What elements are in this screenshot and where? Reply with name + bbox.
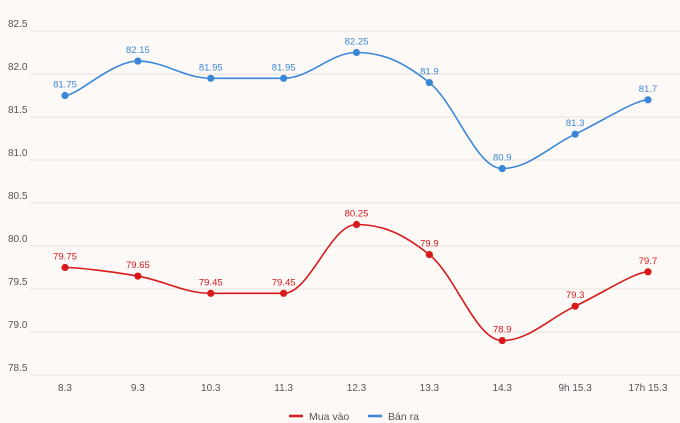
y-tick-label: 80.0 bbox=[8, 234, 28, 245]
data-label: 79.45 bbox=[272, 277, 296, 288]
data-label: 79.3 bbox=[566, 290, 585, 301]
x-tick-label: 13.3 bbox=[420, 383, 440, 394]
data-label: 81.75 bbox=[53, 80, 77, 91]
data-points bbox=[61, 48, 652, 345]
data-point[interactable] bbox=[644, 96, 652, 104]
data-label: 79.7 bbox=[639, 256, 658, 267]
y-tick-label: 81.5 bbox=[8, 105, 28, 116]
data-label: 82.25 bbox=[345, 37, 369, 48]
x-tick-label: 14.3 bbox=[493, 383, 513, 394]
data-point[interactable] bbox=[280, 74, 288, 82]
data-label: 79.45 bbox=[199, 277, 223, 288]
data-label: 79.9 bbox=[420, 239, 439, 250]
data-point[interactable] bbox=[280, 289, 288, 297]
data-point[interactable] bbox=[498, 337, 506, 345]
data-label: 79.65 bbox=[126, 260, 150, 271]
data-point[interactable] bbox=[571, 302, 579, 310]
x-tick-label: 10.3 bbox=[201, 383, 221, 394]
series-lines bbox=[64, 51, 649, 342]
series-line bbox=[64, 51, 649, 170]
data-point[interactable] bbox=[425, 251, 433, 259]
data-point[interactable] bbox=[61, 91, 69, 100]
data-point[interactable] bbox=[61, 263, 69, 272]
x-tick-label: 17h 15.3 bbox=[629, 383, 668, 394]
y-tick-label: 79.0 bbox=[8, 320, 28, 331]
data-label: 81.95 bbox=[199, 62, 223, 73]
y-tick-label: 80.5 bbox=[8, 191, 28, 202]
data-label: 80.25 bbox=[345, 209, 369, 220]
y-tick-label: 81.0 bbox=[8, 148, 28, 159]
data-point[interactable] bbox=[425, 79, 433, 87]
data-point[interactable] bbox=[207, 289, 215, 297]
x-tick-label: 11.3 bbox=[274, 383, 293, 394]
series-line bbox=[64, 223, 649, 342]
x-tick-label: 9h 15.3 bbox=[558, 383, 592, 394]
data-label: 81.95 bbox=[272, 62, 296, 73]
data-point[interactable] bbox=[644, 268, 652, 276]
data-label: 78.9 bbox=[493, 325, 512, 336]
data-point[interactable] bbox=[352, 48, 361, 57]
data-label: 82.15 bbox=[126, 45, 150, 56]
y-axis-ticks: 82.5 82.0 81.5 81.0 80.5 80.0 79.5 79.0 78.5 bbox=[8, 19, 28, 374]
data-point[interactable] bbox=[134, 272, 142, 280]
legend: Mua vào Bán ra bbox=[289, 411, 419, 423]
x-axis-ticks: 8.3 9.3 10.3 11.3 12.3 13.3 14.3 9h 15.3 17h 15.… bbox=[58, 383, 668, 394]
data-label: 81.7 bbox=[639, 84, 658, 95]
legend-label: Mua vào bbox=[309, 411, 349, 423]
gridlines bbox=[30, 30, 680, 376]
data-label: 81.3 bbox=[566, 118, 585, 129]
x-tick-label: 9.3 bbox=[131, 383, 145, 394]
y-tick-label: 82.0 bbox=[8, 62, 28, 73]
legend-label: Bán ra bbox=[388, 411, 419, 423]
data-label: 80.9 bbox=[493, 153, 512, 164]
data-point[interactable] bbox=[207, 74, 215, 82]
data-label: 79.75 bbox=[53, 252, 77, 263]
data-point[interactable] bbox=[134, 57, 142, 65]
data-label: 81.9 bbox=[420, 67, 439, 78]
y-tick-label: 82.5 bbox=[8, 19, 28, 30]
data-point[interactable] bbox=[352, 220, 361, 229]
data-labels: 79.75 79.65 79.45 79.45 80.25 79.9 78.9 79.3 79.… bbox=[53, 37, 657, 336]
data-point[interactable] bbox=[498, 165, 506, 173]
x-tick-label: 8.3 bbox=[58, 383, 72, 394]
x-tick-label: 12.3 bbox=[347, 383, 367, 394]
y-tick-label: 79.5 bbox=[8, 277, 28, 288]
data-point[interactable] bbox=[571, 130, 579, 138]
y-tick-label: 78.5 bbox=[8, 363, 28, 374]
